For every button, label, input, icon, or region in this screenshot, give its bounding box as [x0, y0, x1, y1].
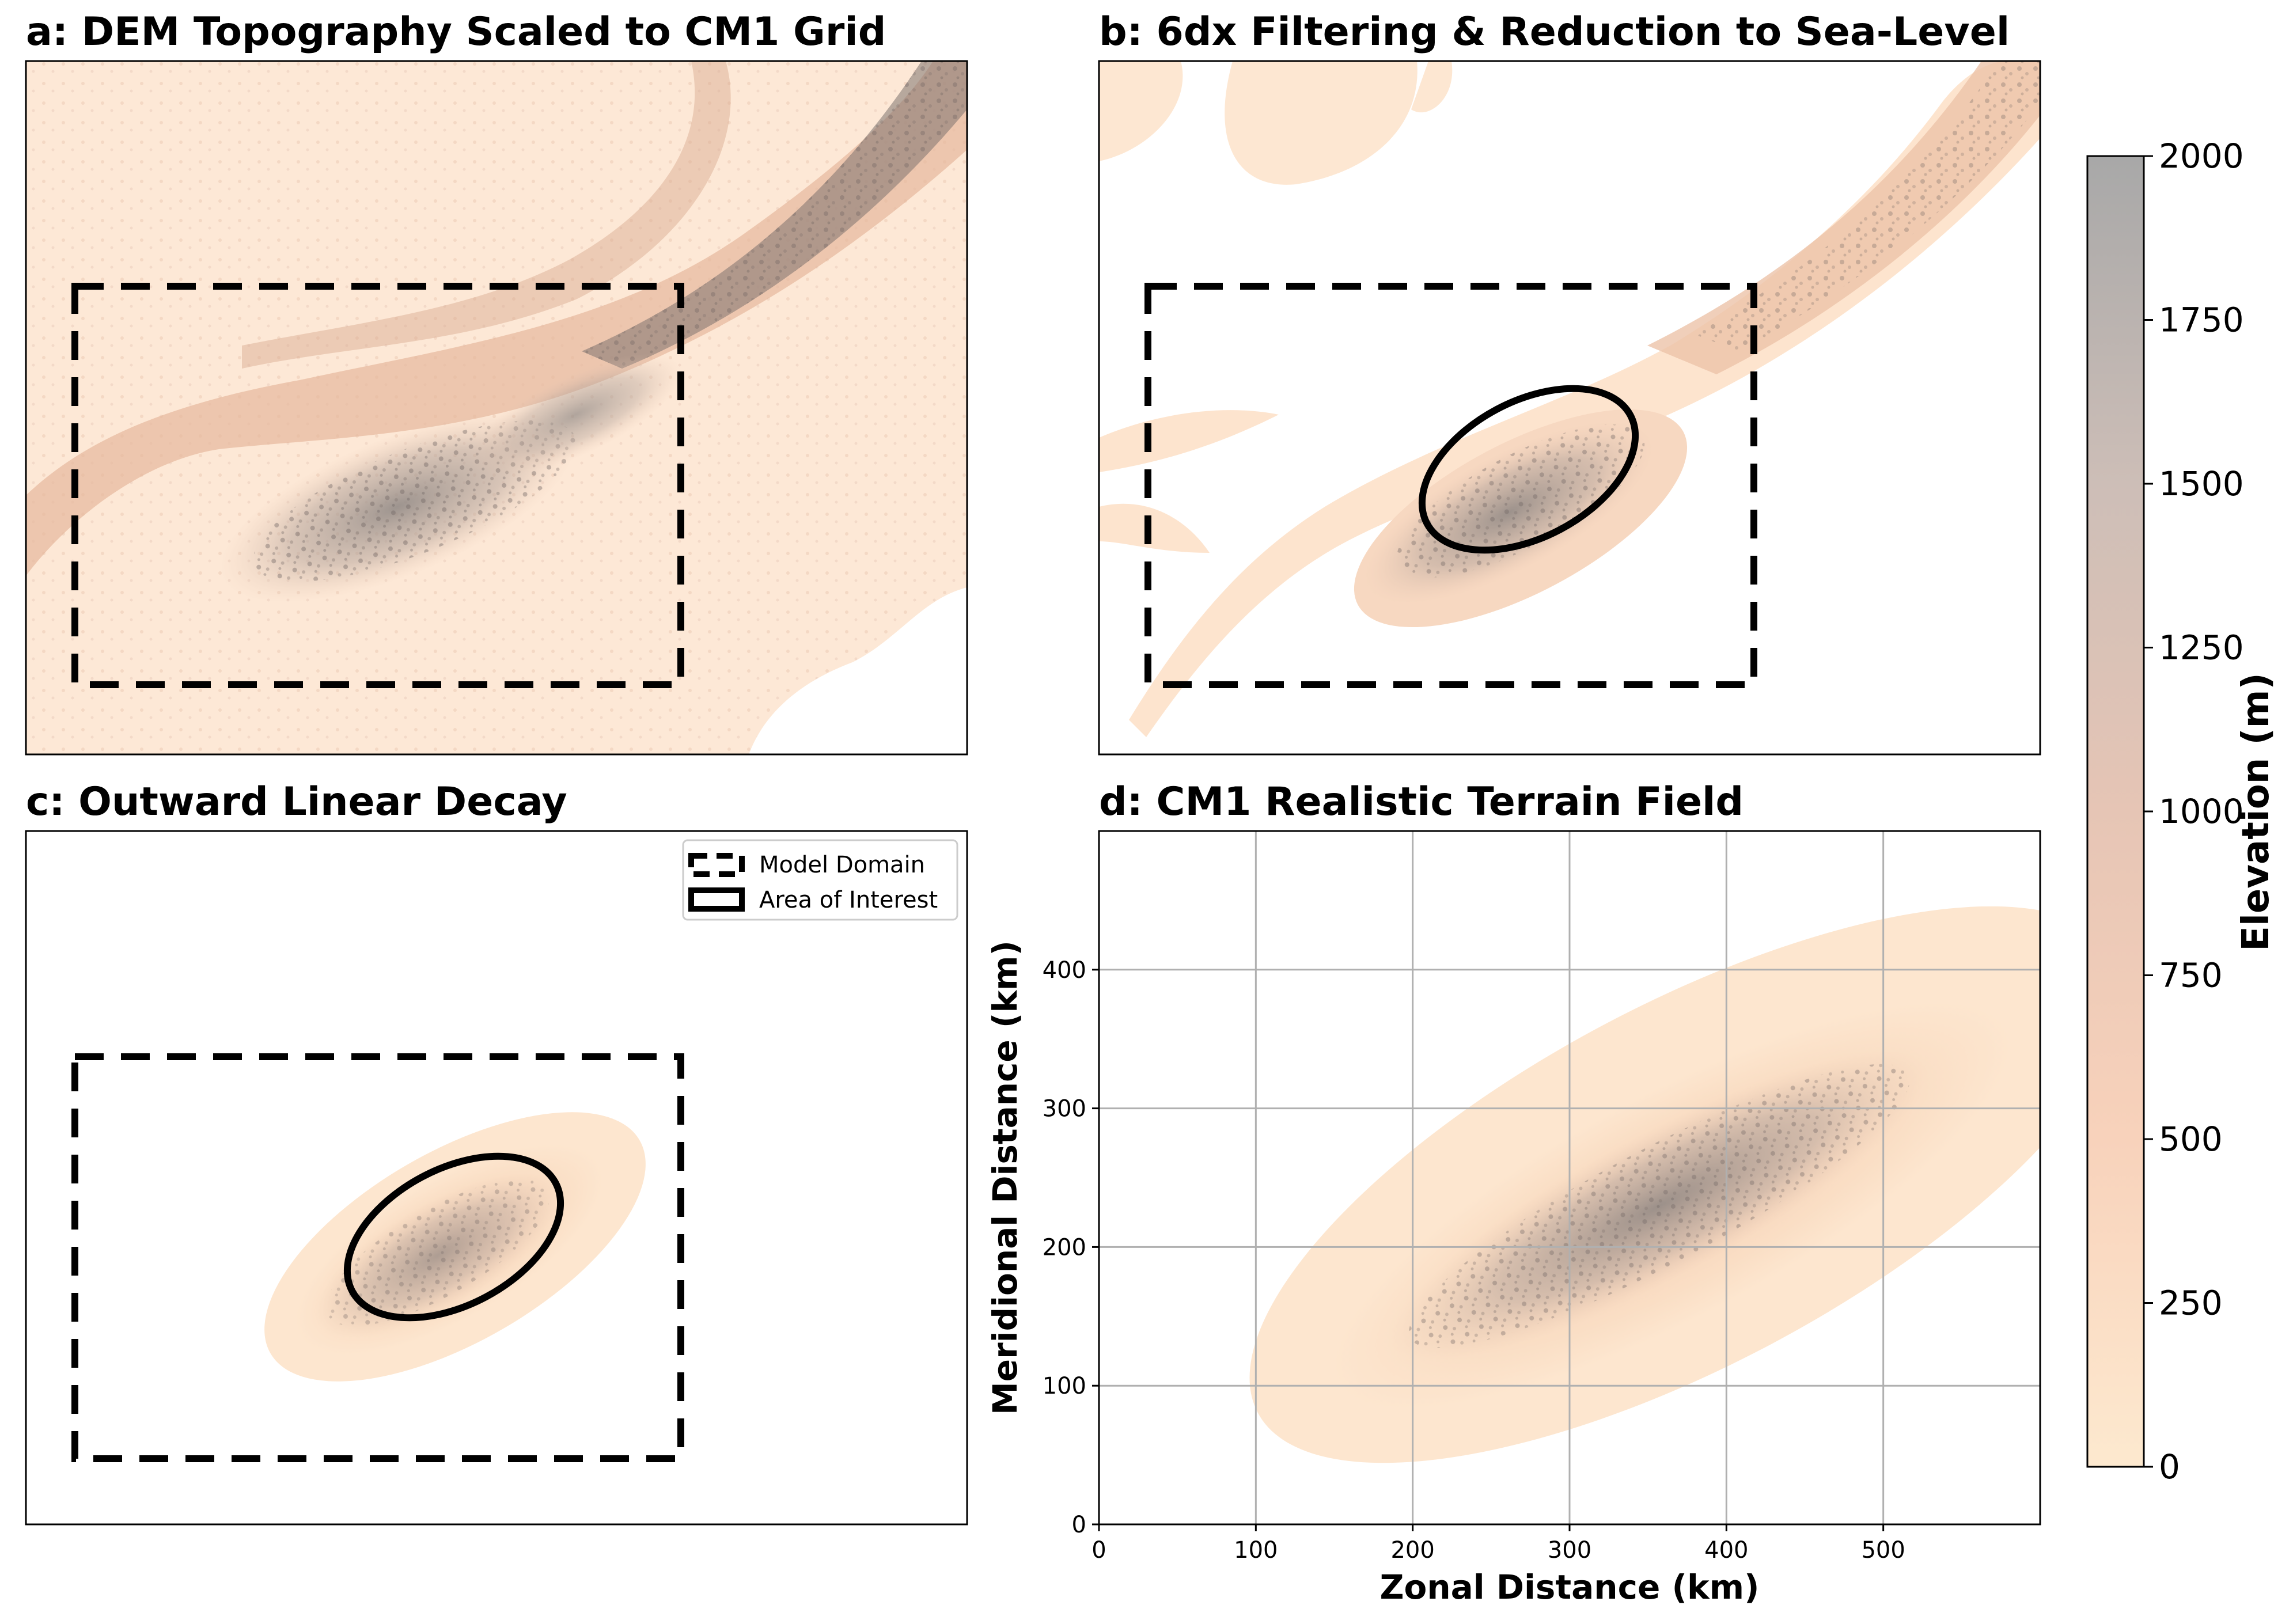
legend-frame: [682, 839, 958, 921]
panel-a-frame: [25, 60, 968, 756]
y-tick-label: 0: [1072, 1512, 1086, 1538]
panel-d-ticks: 0 100 200 300 400 500 0 100 200 300 400: [1043, 957, 1905, 1564]
legend-model-domain-label: Model Domain: [759, 852, 925, 878]
panel-b-area-of-interest: [1418, 385, 1639, 554]
panel-d: d: CM1 Realistic Terrain Field 0 100 200 30…: [986, 779, 2041, 1607]
x-tick-label: 0: [1091, 1537, 1106, 1564]
colorbar-gradient: [2086, 155, 2145, 1468]
colorbar: 0 250 500 750 1000 1250 1500 1750 2000 Elevation…: [2086, 136, 2277, 1486]
y-tick-label: 300: [1043, 1096, 1086, 1122]
panel-c-title: c: Outward Linear Decay: [26, 779, 567, 825]
panel-c-terrain: [26, 831, 967, 1524]
panel-c-area-of-interest: [343, 1152, 564, 1322]
x-tick-label: 400: [1704, 1537, 1748, 1564]
colorbar-ticks: 0 250 500 750 1000 1250 1500 1750 2000: [2144, 136, 2244, 1486]
x-tick-label: 300: [1548, 1537, 1591, 1564]
y-tick-label: 100: [1043, 1373, 1086, 1399]
colorbar-tick-label: 500: [2159, 1120, 2223, 1159]
legend: Model Domain Area of Interest: [682, 839, 958, 921]
panel-a-terrain: [26, 61, 967, 754]
panel-a-model-domain-box: [71, 283, 684, 688]
legend-area-of-interest-label: Area of Interest: [759, 887, 938, 913]
colorbar-tick-label: 0: [2159, 1447, 2180, 1486]
x-tick-label: 100: [1234, 1537, 1278, 1564]
terrain-peaks: [1409, 1064, 1910, 1348]
panel-a-title: a: DEM Topography Scaled to CM1 Grid: [26, 9, 886, 55]
x-axis-label: Zonal Distance (km): [1379, 1568, 1759, 1607]
panel-b-terrain: [1099, 61, 2040, 754]
colorbar-tick-label: 1000: [2159, 792, 2244, 831]
x-tick-label: 200: [1390, 1537, 1434, 1564]
colorbar-tick-label: 1500: [2159, 464, 2244, 503]
colorbar-tick-label: 1250: [2159, 628, 2244, 667]
panel-c-model-domain-box: [71, 1053, 684, 1462]
colorbar-label: Elevation (m): [2235, 673, 2277, 951]
y-tick-label: 200: [1043, 1234, 1086, 1261]
panel-c: c: Outward Linear Decay Model Domain Are…: [25, 779, 968, 1526]
y-tick-label: 400: [1043, 957, 1086, 984]
panel-b-model-domain-box: [1144, 283, 1757, 688]
y-axis-label: Meridional Distance (km): [986, 940, 1025, 1415]
colorbar-tick-label: 750: [2159, 956, 2223, 995]
colorbar-tick-label: 1750: [2159, 301, 2244, 340]
colorbar-tick-label: 250: [2159, 1284, 2223, 1323]
legend-model-domain-swatch: [688, 853, 745, 877]
panel-d-title: d: CM1 Realistic Terrain Field: [1099, 779, 1744, 825]
panel-b-title: b: 6dx Filtering & Reduction to Sea-Leve…: [1099, 9, 2010, 55]
panel-a: a: DEM Topography Scaled to CM1 Grid: [25, 9, 968, 756]
legend-area-of-interest-swatch: [688, 887, 745, 912]
panel-b-frame: [1098, 60, 2041, 756]
colorbar-tick-label: 2000: [2159, 136, 2244, 176]
panel-b: b: 6dx Filtering & Reduction to Sea-Leve…: [1098, 9, 2041, 756]
panel-c-frame: [25, 830, 968, 1526]
panel-d-terrain: [1099, 831, 2040, 1524]
x-tick-label: 500: [1861, 1537, 1905, 1564]
